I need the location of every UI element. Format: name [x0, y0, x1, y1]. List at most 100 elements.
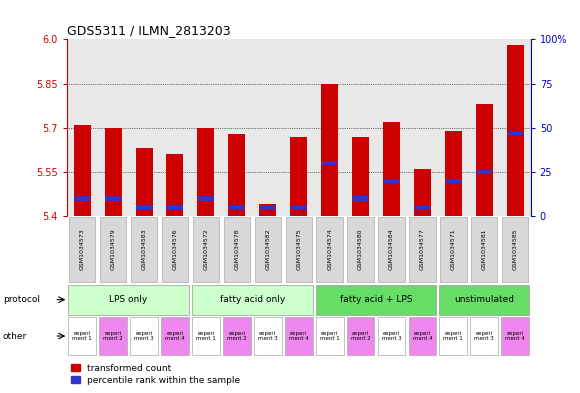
Text: fatty acid + LPS: fatty acid + LPS: [340, 295, 412, 304]
Text: experi
ment 3: experi ment 3: [382, 331, 401, 342]
FancyBboxPatch shape: [440, 317, 467, 355]
FancyBboxPatch shape: [162, 217, 188, 282]
Bar: [353, 196, 368, 201]
Bar: [384, 178, 399, 183]
Text: GSM1034572: GSM1034572: [204, 229, 208, 270]
Text: experi
ment 4: experi ment 4: [505, 331, 525, 342]
Text: GSM1034578: GSM1034578: [234, 229, 240, 270]
Bar: [136, 205, 152, 209]
Bar: [167, 205, 183, 209]
FancyBboxPatch shape: [100, 217, 126, 282]
FancyBboxPatch shape: [408, 317, 436, 355]
Text: GSM1034577: GSM1034577: [420, 229, 425, 270]
FancyBboxPatch shape: [69, 217, 95, 282]
Bar: [321, 84, 338, 216]
Bar: [74, 125, 90, 216]
FancyBboxPatch shape: [378, 317, 405, 355]
FancyBboxPatch shape: [68, 317, 96, 355]
Text: other: other: [3, 332, 27, 340]
Bar: [507, 45, 524, 216]
Text: GSM1034583: GSM1034583: [142, 229, 147, 270]
Bar: [291, 205, 306, 209]
Bar: [260, 205, 276, 209]
FancyBboxPatch shape: [471, 217, 498, 282]
Bar: [477, 170, 492, 174]
Bar: [508, 131, 523, 135]
Bar: [229, 134, 245, 216]
Bar: [136, 148, 153, 216]
Bar: [352, 136, 369, 216]
Bar: [104, 128, 122, 216]
Bar: [445, 178, 461, 183]
FancyBboxPatch shape: [254, 317, 282, 355]
Bar: [106, 196, 121, 201]
Bar: [229, 205, 245, 209]
FancyBboxPatch shape: [501, 317, 529, 355]
Text: GSM1034574: GSM1034574: [327, 229, 332, 270]
FancyBboxPatch shape: [192, 317, 220, 355]
Text: fatty acid only: fatty acid only: [220, 295, 285, 304]
FancyBboxPatch shape: [131, 217, 157, 282]
Text: protocol: protocol: [3, 295, 40, 304]
FancyBboxPatch shape: [285, 217, 312, 282]
FancyBboxPatch shape: [193, 217, 219, 282]
Text: GSM1034580: GSM1034580: [358, 229, 363, 270]
Text: experi
ment 4: experi ment 4: [289, 331, 309, 342]
FancyBboxPatch shape: [347, 317, 375, 355]
Text: experi
ment 4: experi ment 4: [412, 331, 432, 342]
FancyBboxPatch shape: [378, 217, 405, 282]
FancyBboxPatch shape: [223, 317, 251, 355]
Bar: [415, 205, 430, 209]
Text: GSM1034584: GSM1034584: [389, 229, 394, 270]
FancyBboxPatch shape: [347, 217, 374, 282]
FancyBboxPatch shape: [317, 217, 343, 282]
FancyBboxPatch shape: [68, 285, 189, 315]
Bar: [476, 104, 493, 216]
FancyBboxPatch shape: [440, 285, 529, 315]
Bar: [414, 169, 431, 216]
Text: GDS5311 / ILMN_2813203: GDS5311 / ILMN_2813203: [67, 24, 230, 37]
Text: GSM1034573: GSM1034573: [79, 229, 85, 270]
FancyBboxPatch shape: [502, 217, 528, 282]
Bar: [166, 154, 183, 216]
Bar: [322, 161, 338, 165]
Text: experi
ment 3: experi ment 3: [474, 331, 494, 342]
FancyBboxPatch shape: [440, 217, 466, 282]
FancyBboxPatch shape: [161, 317, 189, 355]
Text: GSM1034576: GSM1034576: [172, 229, 177, 270]
Text: GSM1034571: GSM1034571: [451, 229, 456, 270]
Bar: [290, 136, 307, 216]
Text: experi
ment 1: experi ment 1: [320, 331, 339, 342]
Text: experi
ment 2: experi ment 2: [227, 331, 246, 342]
Text: experi
ment 1: experi ment 1: [444, 331, 463, 342]
Bar: [445, 130, 462, 216]
Text: experi
ment 2: experi ment 2: [103, 331, 123, 342]
Bar: [198, 196, 213, 201]
Text: experi
ment 4: experi ment 4: [165, 331, 185, 342]
Legend: transformed count, percentile rank within the sample: transformed count, percentile rank withi…: [71, 364, 241, 385]
Text: GSM1034581: GSM1034581: [482, 229, 487, 270]
FancyBboxPatch shape: [224, 217, 250, 282]
FancyBboxPatch shape: [316, 285, 436, 315]
Text: unstimulated: unstimulated: [454, 295, 514, 304]
Text: experi
ment 3: experi ment 3: [134, 331, 154, 342]
Text: experi
ment 3: experi ment 3: [258, 331, 278, 342]
Bar: [74, 196, 90, 201]
Text: GSM1034582: GSM1034582: [265, 229, 270, 270]
FancyBboxPatch shape: [255, 217, 281, 282]
FancyBboxPatch shape: [130, 317, 158, 355]
Text: GSM1034575: GSM1034575: [296, 229, 301, 270]
Text: experi
ment 1: experi ment 1: [72, 331, 92, 342]
FancyBboxPatch shape: [192, 285, 313, 315]
FancyBboxPatch shape: [99, 317, 127, 355]
Text: GSM1034579: GSM1034579: [111, 229, 115, 270]
Bar: [197, 128, 215, 216]
Text: experi
ment 2: experi ment 2: [351, 331, 371, 342]
Bar: [383, 122, 400, 216]
Text: GSM1034585: GSM1034585: [513, 229, 518, 270]
Text: LPS only: LPS only: [110, 295, 148, 304]
FancyBboxPatch shape: [285, 317, 313, 355]
Text: experi
ment 1: experi ment 1: [196, 331, 216, 342]
FancyBboxPatch shape: [409, 217, 436, 282]
FancyBboxPatch shape: [470, 317, 498, 355]
